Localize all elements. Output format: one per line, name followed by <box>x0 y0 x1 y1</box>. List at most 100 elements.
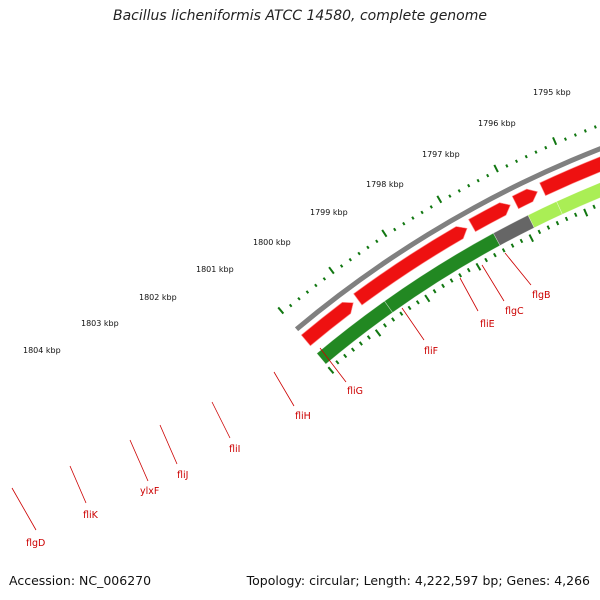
scale-tick <box>593 125 597 129</box>
scale-tick <box>420 210 424 215</box>
scale-tick <box>457 189 461 193</box>
inner-scale-tick <box>358 341 363 346</box>
scale-tick <box>328 266 335 275</box>
scale-tick <box>505 164 509 168</box>
scale-tick <box>573 133 577 137</box>
inner-scale-tick <box>519 238 524 244</box>
forward-gene <box>468 202 511 233</box>
gene-label-connector <box>319 347 347 383</box>
scale-tick <box>552 136 558 146</box>
inner-scale-tick <box>583 208 589 217</box>
inner-scale-tick <box>510 243 515 248</box>
scale-tick <box>288 303 293 308</box>
inner-scale-tick <box>501 248 506 253</box>
gene-label-connector <box>273 371 295 407</box>
scale-tick <box>493 164 499 173</box>
scale-tick <box>339 264 344 268</box>
kbp-label: 1803 kbp <box>81 319 119 328</box>
scale-tick <box>305 290 310 294</box>
forward-genes <box>300 156 600 347</box>
gene-label: fliK <box>83 510 99 521</box>
kbp-label: 1795 kbp <box>533 88 571 97</box>
scale-tick <box>583 129 587 133</box>
inner-scale-tick <box>528 234 534 243</box>
kbp-label: 1801 kbp <box>196 265 234 274</box>
gene-label: fliE <box>480 319 495 330</box>
kbp-label: 1796 kbp <box>478 119 516 128</box>
gene-label-connector <box>504 252 532 286</box>
forward-gene <box>511 188 538 210</box>
forward-gene <box>353 226 468 306</box>
inner-scale-tick <box>366 335 371 340</box>
gene-label: fliH <box>295 411 311 422</box>
scale-tick <box>534 150 538 154</box>
scale-tick <box>314 283 318 288</box>
inner-scale-tick <box>555 220 560 226</box>
inner-scale-tick <box>424 294 431 303</box>
gene-label: flgC <box>505 306 524 317</box>
inner-scale-tick <box>564 216 569 222</box>
inner-scale-tick <box>592 204 596 210</box>
gene-label: flgB <box>532 290 551 301</box>
scale-tick <box>524 154 528 159</box>
kbp-label: 1798 kbp <box>366 180 404 189</box>
inner-scale-tick <box>399 311 404 316</box>
accession-text: Accession: NC_006270 <box>9 573 152 588</box>
scale-tick <box>411 216 415 220</box>
gene-labels: flgB flgC fliE fliF fliG fliH fliI fliJ ylxF fliK… <box>11 252 551 549</box>
gene-label-connector <box>459 277 479 312</box>
topology-text: Topology: circular; Length: 4,222,597 bp… <box>246 573 590 588</box>
scale-tick <box>486 173 490 178</box>
gene-label: fliF <box>424 346 438 357</box>
scale-tick <box>402 221 406 226</box>
inner-scale-tick <box>382 323 387 328</box>
scale-tick <box>436 195 443 204</box>
gene-label: flgD <box>26 538 45 549</box>
scale-tick <box>366 245 370 250</box>
reverse-genes <box>316 182 600 365</box>
gene-label-connector <box>129 439 149 482</box>
reverse-gene <box>492 214 535 246</box>
kbp-labels: 1795 kbp 1796 kbp 1797 kbp 1798 kbp 1799 kbp… <box>23 88 571 355</box>
scale-tick <box>448 194 452 198</box>
inner-scale-tick <box>343 353 348 359</box>
reverse-gene <box>556 182 600 215</box>
scale-tick <box>393 227 397 232</box>
inner-scale-tick <box>374 329 382 337</box>
scale-tick <box>277 306 285 315</box>
inner-scale-tick <box>484 257 488 263</box>
gene-label-connector <box>11 487 37 531</box>
gene-label: fliG <box>347 386 363 397</box>
inner-scale-tick <box>475 262 482 271</box>
gene-label: ylxF <box>140 486 159 497</box>
scale-tick <box>467 183 471 188</box>
scale-tick <box>514 159 519 164</box>
inner-scale-tick <box>493 252 497 258</box>
scale-tick <box>375 239 379 244</box>
inner-scale-tick <box>327 366 335 374</box>
inner-scale-tick <box>391 317 396 322</box>
inner-scale-tick <box>407 305 412 311</box>
inner-scale-tick <box>537 229 542 235</box>
kbp-label: 1800 kbp <box>253 238 291 247</box>
gene-label-connector <box>69 465 87 504</box>
scale-tick <box>544 145 548 150</box>
scale-ticks <box>277 125 597 374</box>
map-title: Bacillus licheniformis ATCC 14580, compl… <box>113 8 487 24</box>
inner-scale-tick <box>335 360 340 365</box>
inner-scale-tick <box>546 225 551 230</box>
inner-scale-tick <box>415 300 420 305</box>
scale-tick <box>476 178 480 183</box>
inner-scale-tick <box>350 347 356 352</box>
scale-tick <box>322 277 327 281</box>
gene-label: fliJ <box>177 470 188 481</box>
forward-gene <box>539 156 600 197</box>
inner-scale-tick <box>458 273 463 278</box>
inner-scale-tick <box>441 283 445 289</box>
scale-tick <box>297 296 301 301</box>
gene-label-connector <box>211 401 231 439</box>
gene-label-connector <box>159 424 178 465</box>
kbp-label: 1802 kbp <box>139 293 177 302</box>
gene-label-connector <box>481 264 505 302</box>
